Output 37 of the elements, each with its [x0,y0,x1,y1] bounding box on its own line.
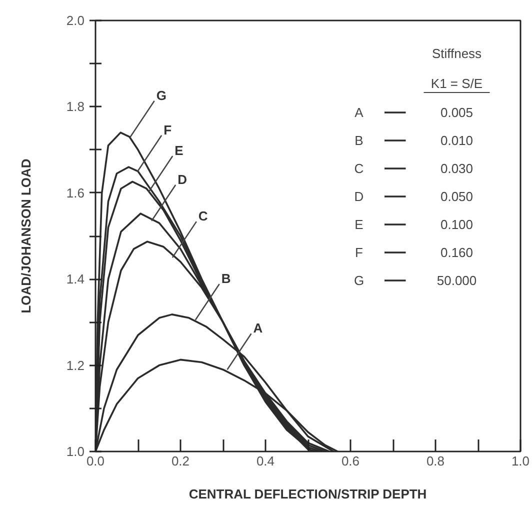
y-tick-label: 1.2 [66,358,85,373]
x-tick-label: 1.0 [511,454,530,468]
legend-label: A [354,105,364,120]
annotation: 0.010 [440,133,474,148]
legend-label: E [354,217,364,232]
annotation: B [221,271,231,286]
annotation: A [253,320,264,336]
annotation: E [174,143,184,158]
y-axis-title: LOAD/JOHANSON LOAD [18,158,34,314]
annotation: K1 = S/E [430,76,483,91]
y-tick-label: 1.6 [66,185,85,200]
annotation: 0.100 [440,217,474,232]
y-tick-label: 2.0 [66,13,85,28]
annotation: D [178,172,187,187]
legend-label: F [355,245,364,260]
y-tick-label: 1.4 [66,272,85,287]
y-tick-label: 1.8 [66,99,85,114]
x-tick-label: 0.0 [86,454,105,468]
legend-label: G [354,273,364,288]
legend-label: B [354,133,364,148]
annotation: 0.005 [440,105,474,120]
x-axis-title: CENTRAL DEFLECTION/STRIP DEPTH [188,486,427,502]
x-tick-label: 0.6 [341,454,360,468]
x-tick-label: 0.4 [256,454,275,468]
legend-label: D [354,189,364,204]
annotation: 0.160 [440,245,474,260]
annotation: C [198,208,208,224]
legend-title: Stiffness [432,46,482,61]
x-tick-label: 0.8 [426,454,445,468]
annotation: 0.030 [440,161,474,176]
annotation: 50.000 [436,273,477,288]
legend-label: C [354,161,364,176]
annotation: 0.050 [440,189,474,204]
annotation: G [156,88,166,103]
y-tick-label: 1.0 [66,444,85,459]
annotation: F [164,122,172,138]
x-tick-label: 0.2 [171,454,190,468]
